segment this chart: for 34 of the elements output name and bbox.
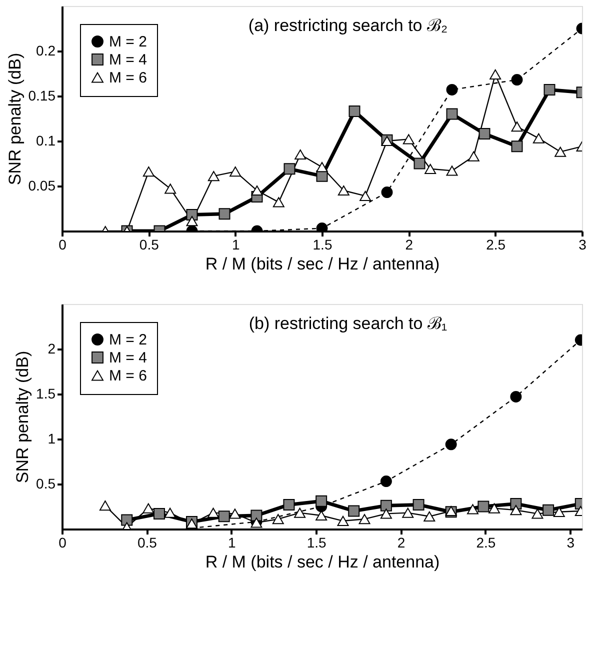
text: (a) restricting search to ℬ₂ <box>248 16 448 35</box>
x-tick-label: 0 <box>58 534 67 550</box>
y-tick-label: 0.15 <box>28 88 56 104</box>
x-tick-label: 2.5 <box>486 236 506 252</box>
x-tick-label: 2 <box>405 236 414 252</box>
legend-label: M = 6 <box>109 70 147 86</box>
x-tick-label: 3 <box>566 534 575 550</box>
x-tick-label: 1.5 <box>312 236 332 252</box>
legend-label: M = 4 <box>109 350 147 366</box>
legend-label: M = 2 <box>109 34 147 50</box>
y-tick-label: 0.05 <box>28 178 56 194</box>
legend-label: M = 4 <box>109 52 147 68</box>
y-axis-title: SNR penalty (dB) <box>5 52 24 186</box>
x-tick-label: 3 <box>578 236 587 252</box>
y-tick-label: 0.1 <box>36 132 56 148</box>
x-tick-label: 1 <box>232 236 240 252</box>
y-axis-title: SNR penalty (dB) <box>13 350 32 484</box>
x-tick-label: 0 <box>58 236 67 252</box>
x-axis-title: R / M (bits / sec / Hz / antenna) <box>205 254 440 274</box>
x-tick-label: 0.5 <box>139 236 160 252</box>
x-tick-label: 1 <box>228 534 236 550</box>
y-tick-label: 1 <box>48 430 56 446</box>
x-tick-label: 1.5 <box>306 534 327 550</box>
x-tick-label: 0.5 <box>137 534 158 550</box>
legend-label: M = 6 <box>109 368 147 384</box>
x-tick-label: 2 <box>397 534 406 550</box>
y-tick-label: 0.5 <box>36 476 56 492</box>
x-tick-label: 2.5 <box>476 534 496 550</box>
y-tick-label: 1.5 <box>36 386 56 402</box>
y-tick-label: 0.2 <box>36 42 56 58</box>
text: (b) restricting search to ℬ₁ <box>248 314 448 333</box>
y-tick-label: 2 <box>48 340 56 356</box>
x-axis-title: R / M (bits / sec / Hz / antenna) <box>205 552 440 572</box>
legend-label: M = 2 <box>109 332 147 348</box>
